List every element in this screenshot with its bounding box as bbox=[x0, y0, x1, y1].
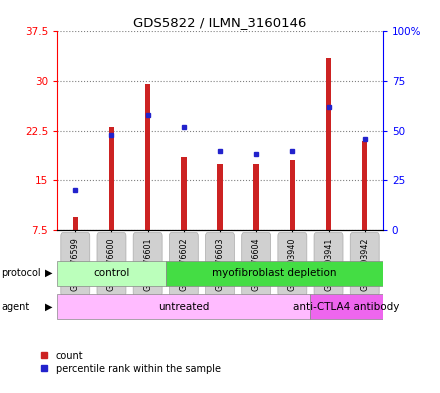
Text: anti-CTLA4 antibody: anti-CTLA4 antibody bbox=[293, 301, 400, 312]
FancyBboxPatch shape bbox=[57, 294, 311, 319]
Text: myofibroblast depletion: myofibroblast depletion bbox=[212, 268, 337, 278]
FancyBboxPatch shape bbox=[166, 261, 383, 285]
Bar bbox=[217, 164, 223, 230]
Bar bbox=[253, 164, 259, 230]
Bar bbox=[73, 217, 78, 230]
Text: GSM1303942: GSM1303942 bbox=[360, 237, 369, 291]
FancyBboxPatch shape bbox=[133, 233, 162, 296]
FancyBboxPatch shape bbox=[97, 233, 126, 296]
Text: GSM1276604: GSM1276604 bbox=[252, 237, 260, 291]
Bar bbox=[145, 84, 150, 230]
Text: ▶: ▶ bbox=[44, 301, 52, 312]
Text: GSM1276602: GSM1276602 bbox=[180, 237, 188, 291]
Text: untreated: untreated bbox=[158, 301, 209, 312]
FancyBboxPatch shape bbox=[205, 233, 235, 296]
Text: GSM1303940: GSM1303940 bbox=[288, 238, 297, 291]
Text: GSM1303941: GSM1303941 bbox=[324, 238, 333, 291]
FancyBboxPatch shape bbox=[57, 261, 166, 285]
FancyBboxPatch shape bbox=[311, 294, 383, 319]
FancyBboxPatch shape bbox=[169, 233, 198, 296]
Text: GSM1276600: GSM1276600 bbox=[107, 237, 116, 291]
Bar bbox=[109, 127, 114, 230]
Text: control: control bbox=[93, 268, 130, 278]
Text: protocol: protocol bbox=[1, 268, 40, 278]
Bar bbox=[290, 160, 295, 230]
Title: GDS5822 / ILMN_3160146: GDS5822 / ILMN_3160146 bbox=[133, 16, 307, 29]
FancyBboxPatch shape bbox=[242, 233, 271, 296]
FancyBboxPatch shape bbox=[314, 233, 343, 296]
Text: GSM1276603: GSM1276603 bbox=[216, 237, 224, 291]
Bar bbox=[362, 141, 367, 230]
Text: GSM1276599: GSM1276599 bbox=[71, 237, 80, 291]
FancyBboxPatch shape bbox=[61, 233, 90, 296]
Text: agent: agent bbox=[1, 301, 29, 312]
Text: ▶: ▶ bbox=[44, 268, 52, 278]
Text: GSM1276601: GSM1276601 bbox=[143, 237, 152, 291]
Bar bbox=[326, 58, 331, 230]
FancyBboxPatch shape bbox=[278, 233, 307, 296]
Bar bbox=[181, 157, 187, 230]
Legend: count, percentile rank within the sample: count, percentile rank within the sample bbox=[40, 351, 220, 374]
FancyBboxPatch shape bbox=[350, 233, 379, 296]
